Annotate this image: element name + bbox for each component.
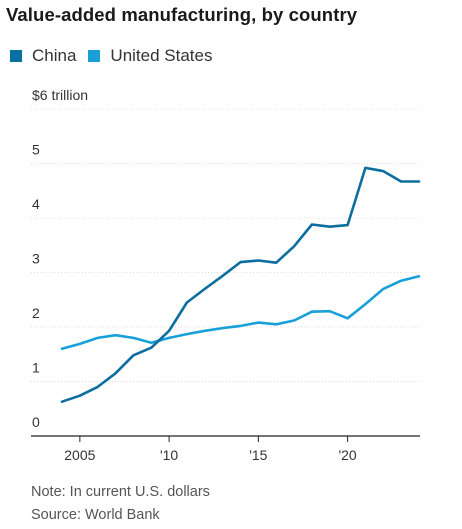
legend-swatch-united-states — [88, 50, 101, 62]
series-line-united-states — [60, 274, 421, 351]
x-tick-label-2005: 2005 — [64, 447, 95, 463]
series-line-china — [60, 166, 421, 404]
y-tick-label-2: 2 — [32, 305, 40, 321]
x-axis: 2005 '10 '15 '20 — [31, 435, 420, 463]
y-tick-labels: 0 1 2 3 4 5 $6 trillion — [32, 87, 88, 430]
legend: China United States — [10, 46, 224, 66]
x-tick-label-2010: '10 — [160, 447, 178, 463]
y-tick-label-5: 5 — [32, 142, 40, 158]
legend-item-china: China — [10, 46, 76, 66]
y-tick-label-1: 1 — [32, 360, 40, 376]
y-tick-label-6: $6 trillion — [32, 87, 88, 103]
x-tick-label-2020: '20 — [338, 447, 356, 463]
x-tick-label-2015: '15 — [249, 447, 267, 463]
gridlines — [31, 108, 420, 382]
y-tick-label-0: 0 — [32, 414, 40, 430]
legend-label-china: China — [32, 46, 77, 65]
series-lines — [60, 166, 421, 404]
legend-item-united-states: United States — [88, 46, 212, 66]
legend-swatch-china — [10, 50, 22, 62]
y-tick-label-4: 4 — [32, 196, 40, 212]
y-tick-label-3: 3 — [32, 251, 40, 267]
legend-label-united-states: United States — [110, 46, 213, 65]
chart-source: Source: World Bank — [31, 507, 160, 523]
chart-note: Note: In current U.S. dollars — [31, 484, 210, 500]
chart-title: Value-added manufacturing, by country — [6, 4, 358, 25]
